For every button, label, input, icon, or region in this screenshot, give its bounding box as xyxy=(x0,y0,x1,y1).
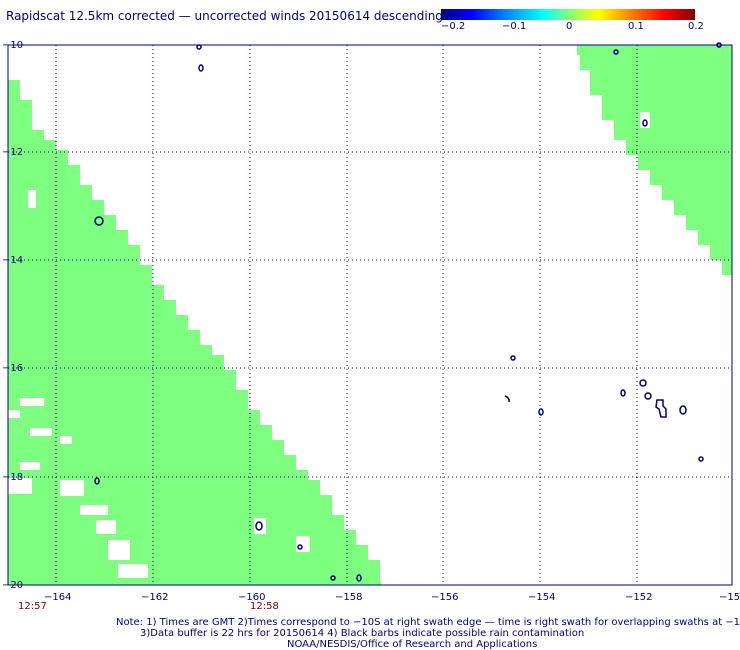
colorbar-tick: −0.2 xyxy=(441,21,466,32)
lat-label: −10 xyxy=(2,40,24,51)
swath-gap xyxy=(20,462,40,470)
swath-left xyxy=(8,80,382,585)
island xyxy=(644,392,652,400)
island xyxy=(510,355,516,361)
colorbar-tick: 0.2 xyxy=(688,21,704,32)
swath-right xyxy=(577,45,732,275)
island xyxy=(196,44,202,50)
swath-gap xyxy=(96,520,116,534)
island xyxy=(330,575,336,581)
lon-label: −15 xyxy=(719,592,740,603)
island xyxy=(94,477,100,485)
lat-label: −16 xyxy=(2,363,24,374)
swath-gap xyxy=(108,540,130,560)
island xyxy=(642,119,648,127)
island xyxy=(255,521,263,531)
island xyxy=(613,49,619,55)
colorbar xyxy=(441,9,695,20)
island xyxy=(639,379,647,387)
island xyxy=(94,216,104,226)
colorbar-tick: −0.1 xyxy=(502,21,527,32)
swath-gap xyxy=(118,564,148,578)
swath-gap xyxy=(80,505,108,515)
swath-gap xyxy=(8,478,32,494)
colorbar-tick: 0.1 xyxy=(628,21,644,32)
island xyxy=(679,405,687,415)
island xyxy=(655,399,667,418)
footnote: Note: 1) Times are GMT 2)Times correspon… xyxy=(116,617,740,628)
island-outlines xyxy=(94,42,722,582)
credit: NOAA/NESDIS/Office of Research and Appli… xyxy=(287,639,538,650)
island xyxy=(297,544,303,550)
island xyxy=(356,574,362,582)
swath-gap xyxy=(8,410,20,418)
swath-gap xyxy=(28,190,36,208)
colorbar-tick: 0 xyxy=(566,21,573,32)
lat-label: −12 xyxy=(2,147,24,158)
swath-gap xyxy=(20,398,44,406)
lon-label: −158 xyxy=(335,592,363,603)
lat-label: −14 xyxy=(2,255,24,266)
swath-gap xyxy=(60,436,72,444)
graticule xyxy=(8,45,732,585)
island xyxy=(198,64,204,72)
swath-time: 12:58 xyxy=(250,601,279,612)
swath-time: 12:57 xyxy=(18,601,47,612)
map-title: Rapidscat 12.5km corrected — uncorrected… xyxy=(6,9,443,23)
island xyxy=(698,456,704,462)
swath-gap xyxy=(296,536,310,552)
footnote: 3)Data buffer is 22 hrs for 20150614 4) … xyxy=(140,628,585,639)
lat-label: −18 xyxy=(2,472,24,483)
island xyxy=(538,408,544,416)
island xyxy=(716,42,722,48)
swath-gap xyxy=(30,428,52,436)
swath-gap xyxy=(60,480,84,496)
map-frame xyxy=(7,44,733,586)
island xyxy=(620,389,626,397)
lon-label: −162 xyxy=(141,592,169,603)
lat-label: −20 xyxy=(2,580,24,591)
lon-label: −154 xyxy=(528,592,556,603)
lon-label: −152 xyxy=(625,592,653,603)
island xyxy=(504,395,510,403)
lon-label: −156 xyxy=(431,592,459,603)
lon-label: −164 xyxy=(44,592,72,603)
lon-label: −160 xyxy=(238,592,266,603)
